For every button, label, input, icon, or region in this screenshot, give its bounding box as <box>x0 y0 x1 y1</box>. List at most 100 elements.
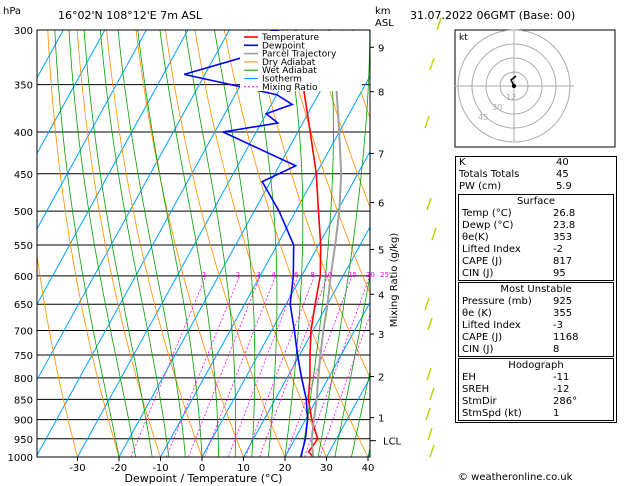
km-tick-label: 7 <box>378 150 384 161</box>
pressure-tick-label: 750 <box>14 351 33 362</box>
index-value: 5.9 <box>556 181 572 192</box>
pressure-tick-label: 950 <box>14 435 33 446</box>
wet-adiabat <box>137 30 203 457</box>
dewpoint-line <box>183 30 309 457</box>
most-unstable-value: 355 <box>553 308 573 319</box>
surface-row: Dewp (°C) 23.8 <box>459 220 613 232</box>
pressure-tick-label: 1000 <box>8 453 33 464</box>
legend-item: Dry Adiabat <box>262 58 316 68</box>
pressure-tick-label: 850 <box>14 395 33 406</box>
pressure-tick-label: 700 <box>14 327 33 338</box>
x-tick-label: 30 <box>320 463 333 474</box>
isotherm <box>201 150 370 457</box>
mixing-ratio-label: 25 <box>380 271 389 279</box>
most-unstable-row: Pressure (mb) 925 <box>459 296 613 308</box>
wind-barb <box>431 227 437 241</box>
mixing-ratio-line <box>227 275 299 457</box>
km-tick-label: 9 <box>378 43 384 54</box>
x-tick-label: -20 <box>111 463 127 474</box>
hodograph-row: StmSpd (kt) 1 <box>459 408 613 420</box>
surface-title: Surface <box>516 196 556 207</box>
isotherm <box>37 30 106 155</box>
pressure-tick-label: 900 <box>14 416 33 427</box>
plot-frame <box>36 29 371 458</box>
wind-barb <box>429 444 435 458</box>
surface-row: θe(K) 353 <box>459 232 613 244</box>
mixing-ratio-label: 2 <box>236 271 240 279</box>
wet-adiabat <box>284 30 304 457</box>
isotherm <box>37 30 272 457</box>
pressure-tick-label: 800 <box>14 374 33 385</box>
wind-barb <box>424 297 430 311</box>
wind-barb <box>426 367 432 381</box>
hodograph-label: SREH <box>462 384 490 395</box>
copyright: © weatheronline.co.uk <box>458 472 573 483</box>
most-unstable-row: CAPE (J) 1168 <box>459 332 613 344</box>
surface-row: CAPE (J) 817 <box>459 256 613 268</box>
temperature-line <box>295 30 322 457</box>
mixing-ratio-line <box>285 275 353 457</box>
storm-motion-marker <box>512 84 516 88</box>
hodograph: kt 12 30 45 <box>454 29 616 148</box>
most-unstable-value: -3 <box>553 320 563 331</box>
surface-row: Temp (°C) 26.8 <box>459 208 613 220</box>
profile-lines <box>183 30 343 457</box>
wind-barb <box>424 115 430 129</box>
wet-adiabat <box>99 30 170 457</box>
legend-item: Wet Adiabat <box>262 66 317 76</box>
pressure-tick-label: 400 <box>14 128 33 139</box>
surface-value: 95 <box>553 268 566 279</box>
hodograph-trace <box>510 75 517 87</box>
wind-barb <box>436 17 442 31</box>
hodograph-label: StmSpd (kt) <box>462 408 522 419</box>
most-unstable-value: 1168 <box>553 332 579 343</box>
km-tick-label: 1 <box>378 414 384 425</box>
pressure-tick-label: 550 <box>14 241 33 252</box>
hodograph-label: StmDir <box>462 396 497 407</box>
most-unstable-row: θe (K) 355 <box>459 308 613 320</box>
wind-barb <box>427 427 433 441</box>
surface-section: Surface Temp (°C) 26.8 Dewp (°C) 23.8 θe(K) 3… <box>458 194 614 281</box>
most-unstable-label: CIN (J) <box>462 344 494 355</box>
hodograph-row: SREH -12 <box>459 384 613 396</box>
surface-label: Lifted Index <box>462 244 521 255</box>
mixing-ratio-line <box>319 313 370 457</box>
surface-label: CAPE (J) <box>462 256 503 267</box>
pressure-tick-label: 500 <box>14 207 33 218</box>
index-value: 40 <box>556 157 569 168</box>
surface-value: -2 <box>553 244 563 255</box>
dry-adiabat <box>37 252 78 457</box>
wet-adiabat <box>184 30 236 457</box>
pressure-tick-label: 650 <box>14 300 33 311</box>
surface-value: 353 <box>553 232 573 243</box>
dry-adiabat <box>194 30 327 457</box>
location-header: 16°02'N 108°12'E 7m ASL <box>58 9 203 22</box>
surface-label: θe(K) <box>462 232 489 243</box>
wet-adiabat <box>83 30 153 457</box>
mixing-ratio-axis-label: Mixing Ratio (g/kg) <box>389 233 400 328</box>
hodograph-value: 286° <box>553 396 578 407</box>
most-unstable-value: 8 <box>553 344 560 355</box>
km-tick-label: 6 <box>378 199 384 210</box>
x-tick-label: -10 <box>152 463 168 474</box>
wind-barb <box>427 317 433 331</box>
km-tick-label: 4 <box>378 290 384 301</box>
mixing-ratio-line <box>130 275 207 457</box>
km-tick-label: 8 <box>378 88 384 99</box>
isotherm <box>118 30 355 457</box>
hodograph-value: -11 <box>553 372 570 383</box>
mixing-ratio-line <box>188 275 261 457</box>
lcl-label: LCL <box>383 437 402 448</box>
surface-value: 23.8 <box>553 220 576 231</box>
index-label: PW (cm) <box>459 181 502 192</box>
parcel-trajectory-line <box>310 30 343 457</box>
wind-barb <box>429 57 435 71</box>
wind-barb <box>429 387 435 401</box>
mixing-ratio-line <box>245 275 315 457</box>
wet-adiabat <box>317 30 370 457</box>
indices-table: K 40 Totals Totals 45 PW (cm) 5.9 Surface Tem… <box>455 156 617 423</box>
mixing-ratio-label: 3 <box>256 271 260 279</box>
wet-adiabat <box>214 30 256 457</box>
